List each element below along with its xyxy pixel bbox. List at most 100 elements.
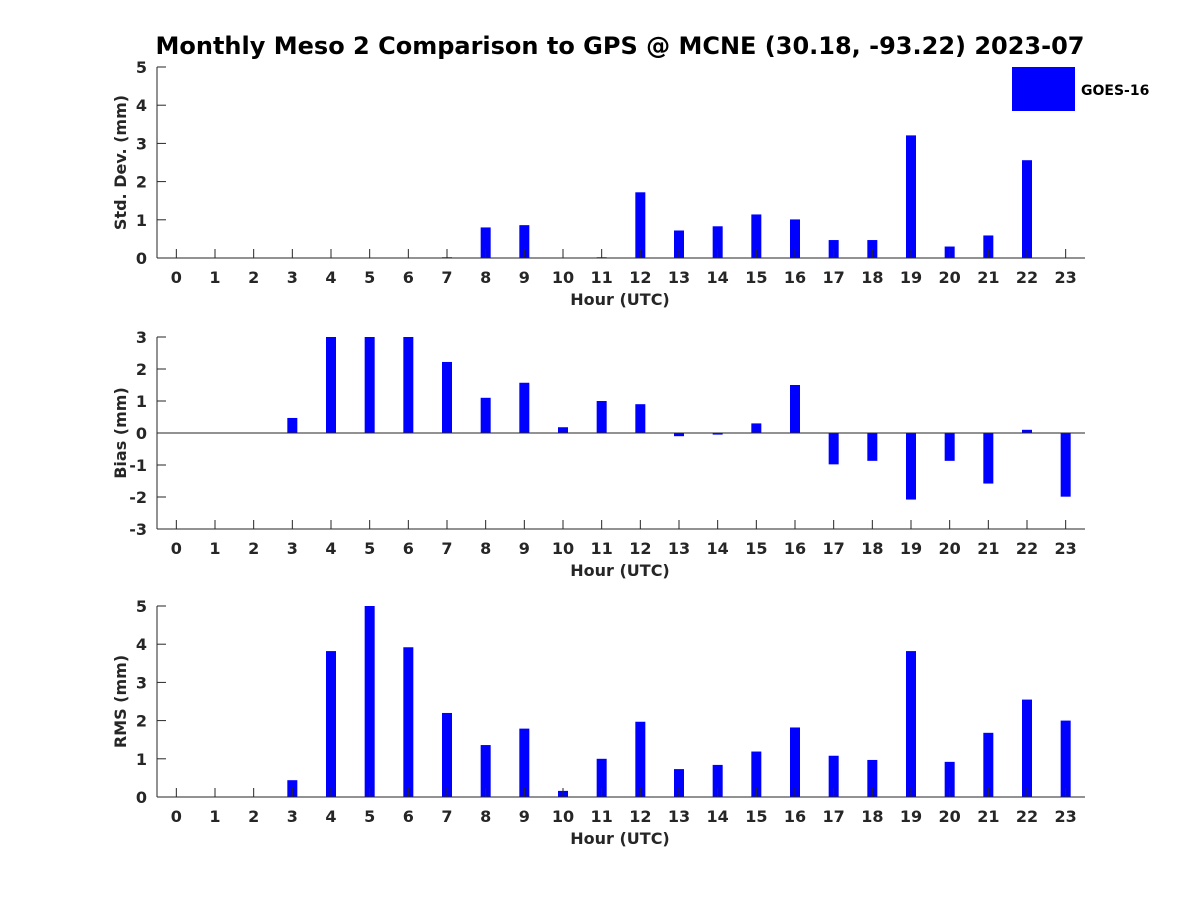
bar-hour-16 xyxy=(790,219,800,258)
x-tick-label: 2 xyxy=(248,539,259,558)
x-tick-label: 10 xyxy=(552,539,574,558)
bar-hour-8 xyxy=(480,397,491,433)
x-tick-label: 12 xyxy=(629,268,651,287)
x-tick-label: 14 xyxy=(707,268,729,287)
y-axis-label: Bias (mm) xyxy=(111,387,130,479)
x-tick-label: 7 xyxy=(441,539,452,558)
bar-hour-17 xyxy=(828,433,839,465)
x-tick-label: 21 xyxy=(977,268,999,287)
x-tick-label: 16 xyxy=(784,539,806,558)
x-tick-label: 21 xyxy=(977,807,999,826)
x-tick-label: 7 xyxy=(441,807,452,826)
x-tick-label: 2 xyxy=(248,268,259,287)
y-tick-label: 0 xyxy=(136,424,147,443)
x-tick-label: 3 xyxy=(287,268,298,287)
x-tick-label: 5 xyxy=(364,807,375,826)
y-tick-label: 1 xyxy=(136,392,147,411)
bar-hour-16 xyxy=(790,727,800,797)
chart-title: Monthly Meso 2 Comparison to GPS @ MCNE … xyxy=(156,32,1085,60)
x-tick-label: 3 xyxy=(287,539,298,558)
bar-hour-11 xyxy=(596,758,607,797)
x-tick-label: 23 xyxy=(1055,539,1077,558)
bar-hour-22 xyxy=(1022,429,1032,433)
x-tick-label: 22 xyxy=(1016,539,1038,558)
x-tick-label: 4 xyxy=(325,807,336,826)
x-tick-label: 22 xyxy=(1016,807,1038,826)
bar-hour-19 xyxy=(906,135,916,258)
x-tick-label: 23 xyxy=(1055,807,1077,826)
x-axis-label: Hour (UTC) xyxy=(570,829,670,848)
bar-hour-6 xyxy=(403,337,414,433)
y-tick-label: 5 xyxy=(136,597,147,616)
x-tick-label: 1 xyxy=(209,539,220,558)
x-tick-label: 9 xyxy=(519,539,530,558)
bar-hour-13 xyxy=(674,769,684,797)
y-tick-label: -3 xyxy=(129,520,147,539)
bar-hour-13 xyxy=(674,433,684,437)
x-tick-label: 17 xyxy=(823,539,845,558)
x-tick-label: 20 xyxy=(939,268,961,287)
x-tick-label: 20 xyxy=(939,539,961,558)
y-tick-label: 3 xyxy=(136,328,147,347)
y-tick-label: 3 xyxy=(136,673,147,692)
bar-hour-7 xyxy=(442,712,452,797)
y-axis-label: RMS (mm) xyxy=(111,655,130,748)
legend: GOES-16 xyxy=(1012,67,1149,111)
x-tick-label: 8 xyxy=(480,539,491,558)
x-tick-label: 4 xyxy=(325,268,336,287)
bar-hour-21 xyxy=(983,235,994,258)
x-tick-label: 13 xyxy=(668,539,690,558)
x-tick-label: 14 xyxy=(707,807,729,826)
x-tick-label: 14 xyxy=(707,539,729,558)
bar-hour-12 xyxy=(635,404,646,433)
bar-hour-14 xyxy=(712,226,723,258)
bar-hour-20 xyxy=(944,761,955,797)
x-tick-label: 13 xyxy=(668,807,690,826)
x-tick-label: 1 xyxy=(209,268,220,287)
x-tick-label: 0 xyxy=(171,539,182,558)
x-tick-label: 0 xyxy=(171,807,182,826)
bar-hour-12 xyxy=(635,192,646,258)
bar-hour-16 xyxy=(790,385,800,433)
y-axis-label: Std. Dev. (mm) xyxy=(111,95,130,230)
x-tick-label: 2 xyxy=(248,807,259,826)
x-tick-label: 15 xyxy=(745,807,767,826)
y-tick-label: 1 xyxy=(136,750,147,769)
y-tick-label: 2 xyxy=(136,173,147,192)
y-tick-label: 3 xyxy=(136,134,147,153)
x-axis-label: Hour (UTC) xyxy=(570,290,670,309)
legend-swatch xyxy=(1012,67,1075,111)
y-tick-label: 2 xyxy=(136,360,147,379)
x-tick-label: 6 xyxy=(403,268,414,287)
x-tick-label: 9 xyxy=(519,268,530,287)
bar-hour-5 xyxy=(364,606,375,797)
bar-hour-5 xyxy=(364,337,375,433)
legend-label: GOES-16 xyxy=(1081,83,1149,99)
x-tick-label: 16 xyxy=(784,807,806,826)
bar-hour-9 xyxy=(519,382,530,433)
x-tick-label: 10 xyxy=(552,268,574,287)
x-tick-label: 5 xyxy=(364,539,375,558)
x-tick-label: 23 xyxy=(1055,268,1077,287)
x-tick-label: 17 xyxy=(823,807,845,826)
bar-hour-9 xyxy=(519,225,530,258)
x-tick-label: 9 xyxy=(519,807,530,826)
x-tick-label: 7 xyxy=(441,268,452,287)
x-tick-label: 19 xyxy=(900,807,922,826)
bar-hour-9 xyxy=(519,728,530,797)
bar-hour-8 xyxy=(480,227,491,258)
x-tick-label: 16 xyxy=(784,268,806,287)
y-tick-label: 1 xyxy=(136,211,147,230)
x-tick-label: 8 xyxy=(480,268,491,287)
bar-hour-23 xyxy=(1060,720,1071,797)
x-tick-label: 12 xyxy=(629,807,651,826)
x-tick-label: 6 xyxy=(403,807,414,826)
x-tick-label: 18 xyxy=(861,807,883,826)
bar-hour-3 xyxy=(287,417,298,433)
bar-hour-12 xyxy=(635,721,646,797)
bar-hour-4 xyxy=(326,337,336,433)
y-tick-label: 5 xyxy=(136,58,147,77)
